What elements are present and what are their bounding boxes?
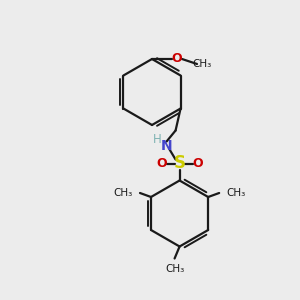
Text: N: N: [161, 139, 172, 152]
Text: O: O: [172, 52, 182, 65]
Text: CH₃: CH₃: [165, 265, 184, 275]
Text: CH₃: CH₃: [114, 188, 133, 198]
Text: O: O: [192, 157, 203, 170]
Text: CH₃: CH₃: [226, 188, 245, 198]
Text: H: H: [153, 133, 162, 146]
Text: CH₃: CH₃: [192, 59, 212, 69]
Text: O: O: [156, 157, 167, 170]
Text: S: S: [174, 154, 186, 172]
